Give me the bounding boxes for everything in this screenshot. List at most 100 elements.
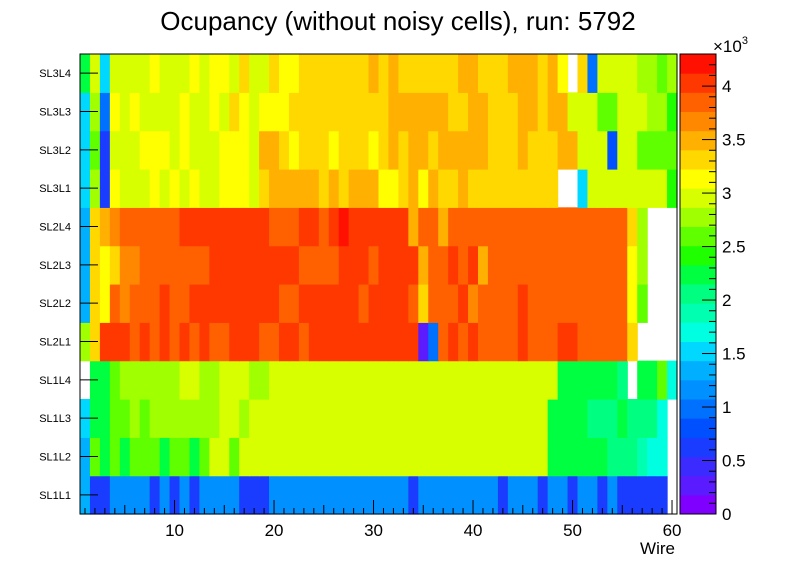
heatmap-cell (547, 207, 559, 247)
heatmap-cell (557, 284, 569, 323)
heatmap-cell (647, 130, 658, 170)
heatmap-cell (458, 245, 469, 285)
heatmap-cell (189, 284, 200, 323)
heatmap-cell (378, 92, 390, 132)
heatmap-cell (438, 437, 449, 477)
z-tick-label: 3.5 (722, 131, 746, 150)
heatmap-cell (169, 54, 181, 93)
heatmap-cell (478, 322, 489, 362)
heatmap-cell (119, 437, 131, 477)
heatmap-cell (478, 92, 489, 132)
heatmap-cell (478, 54, 489, 93)
heatmap-cell (139, 207, 151, 247)
heatmap-cell (517, 437, 529, 477)
heatmap-cell (179, 245, 191, 285)
heatmap-cell (119, 360, 131, 400)
heatmap-cell (239, 207, 250, 247)
heatmap-cell (458, 169, 469, 208)
heatmap-cell (517, 245, 529, 285)
heatmap-cell (468, 169, 479, 208)
heatmap-cell (527, 322, 539, 362)
heatmap-cell (279, 169, 290, 208)
heatmap-cell (617, 130, 628, 170)
heatmap-cell (428, 130, 439, 170)
color-scale-band (680, 188, 716, 208)
heatmap-cell (368, 245, 380, 285)
heatmap-cell (637, 360, 648, 400)
heatmap-cell (647, 399, 658, 438)
heatmap-cell (259, 245, 270, 285)
heatmap-cell (497, 475, 509, 515)
heatmap-cell (478, 130, 489, 170)
heatmap-cell (468, 360, 479, 400)
heatmap-cell (438, 245, 449, 285)
heatmap-cell (109, 284, 121, 323)
heatmap-cell (209, 207, 220, 247)
heatmap-cell (517, 169, 529, 208)
heatmap-cell (308, 284, 320, 323)
heatmap-cell (119, 399, 131, 438)
heatmap-cell (189, 245, 200, 285)
heatmap-cell (358, 284, 370, 323)
heatmap-cell (418, 207, 429, 247)
heatmap-cell (308, 207, 320, 247)
heatmap-cell (378, 284, 390, 323)
heatmap-cell (378, 399, 390, 438)
heatmap-cell (587, 437, 598, 477)
heatmap-cell (368, 169, 380, 208)
heatmap-cell (577, 322, 589, 362)
heatmap-cell (239, 54, 250, 93)
heatmap-cell (358, 437, 370, 477)
heatmap-cell (159, 322, 171, 362)
heatmap-cell (657, 399, 668, 438)
heatmap-cell (478, 360, 489, 400)
heatmap-cell (597, 130, 608, 170)
plot-frame (79, 53, 678, 515)
heatmap-cell (159, 245, 171, 285)
heatmap-cell (298, 245, 310, 285)
heatmap-cell (398, 207, 409, 247)
heatmap-cell (627, 54, 638, 93)
heatmap-cell (567, 245, 579, 285)
heatmap-cell (487, 437, 499, 477)
heatmap-cell (527, 399, 539, 438)
heatmap-cell (647, 54, 658, 93)
heatmap-cell (139, 92, 151, 132)
heatmap-cell (288, 54, 300, 93)
heatmap-cell (497, 130, 509, 170)
heatmap-cell (637, 54, 648, 93)
heatmap-cell (338, 54, 350, 93)
heatmap-cell (269, 284, 280, 323)
heatmap-cell (537, 475, 549, 515)
heatmap-cell (627, 437, 638, 477)
x-axis-label: Wire (640, 539, 675, 558)
heatmap-cell (358, 322, 370, 362)
heatmap-cell (109, 360, 121, 400)
heatmap-cell (517, 475, 529, 515)
color-scale-band (680, 264, 716, 285)
heatmap-cell (189, 130, 200, 170)
heatmap-cell (537, 284, 549, 323)
heatmap-cell (288, 360, 300, 400)
heatmap-cell (587, 54, 598, 93)
heatmap-cell (398, 399, 409, 438)
heatmap-cell (139, 322, 151, 362)
heatmap-cell (129, 92, 141, 132)
heatmap-cell (637, 475, 648, 515)
heatmap-cell (388, 437, 399, 477)
heatmap-cell (219, 169, 230, 208)
heatmap-cell (298, 92, 310, 132)
heatmap-cell (139, 475, 151, 515)
heatmap-cell (99, 284, 111, 323)
heatmap-cell (567, 130, 579, 170)
heatmap-cell (169, 92, 181, 132)
heatmap-cell (607, 399, 618, 438)
heatmap-cell (428, 437, 439, 477)
color-scale-frame (679, 53, 717, 515)
heatmap-cell (478, 475, 489, 515)
heatmap-cell (259, 284, 270, 323)
heatmap-cell (298, 284, 310, 323)
heatmap-cell (159, 207, 171, 247)
z-tick-label: 1 (722, 398, 731, 417)
heatmap-cell (149, 245, 161, 285)
